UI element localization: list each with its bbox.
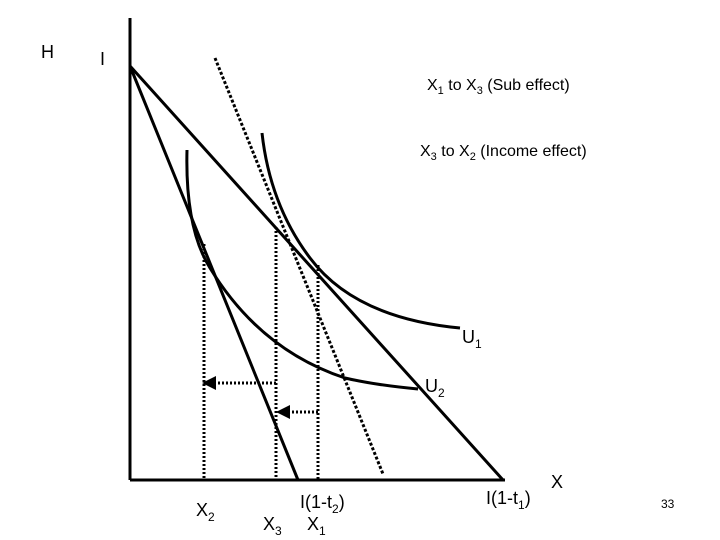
indifference-curve-u2 [185, 149, 419, 391]
budget-t1-label: I(1-t1) [486, 488, 531, 512]
y-axis-label: H [41, 42, 54, 62]
x-axis-label: X [551, 472, 563, 492]
page-number: 33 [661, 497, 675, 511]
sub-effect-annotation: X1 to X3 (Sub effect) [427, 77, 570, 97]
indifference-curve-u1 [260, 132, 461, 330]
compensated-budget-line [213, 57, 385, 475]
u2-label: U2 [425, 376, 445, 400]
budget-t2-label: I(1-t2) [300, 492, 345, 516]
arrow-income-effect-head [202, 376, 216, 390]
intercept-label: I [100, 49, 105, 69]
x2-label: X2 [196, 500, 215, 524]
income-effect-annotation: X3 to X2 (Income effect) [420, 143, 587, 163]
arrow-sub-effect-head [276, 405, 290, 419]
x1-label: X1 [307, 514, 326, 538]
u1-label: U1 [462, 327, 482, 351]
x3-label: X3 [263, 514, 282, 538]
